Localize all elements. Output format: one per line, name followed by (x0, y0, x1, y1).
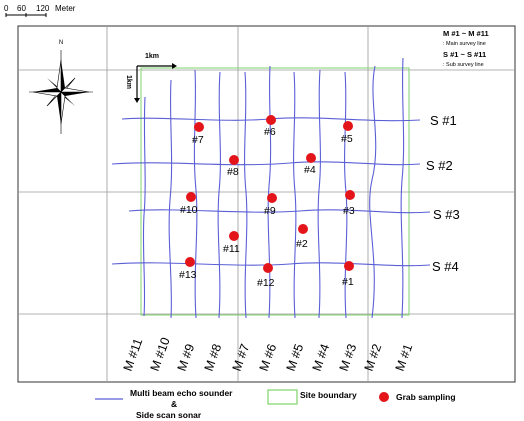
legend-line-label-3: Side scan sonar (136, 410, 202, 420)
inset-sub-title: S #1 ~ S #11 (443, 50, 486, 59)
km-vertical-label: 1km (125, 75, 132, 89)
grab-point-7 (194, 122, 204, 132)
grid-lines (18, 26, 515, 382)
grab-point-11 (229, 231, 239, 241)
inset-legend: M #1 ~ M #11 : Main survey line S #1 ~ S… (443, 29, 489, 68)
grab-point-10 (186, 192, 196, 202)
grab-label-3: #3 (343, 205, 355, 217)
bottom-legend: Multi beam echo sounder & Side scan sona… (95, 388, 456, 420)
main-line-m9 (193, 69, 198, 319)
grab-label-9: #9 (264, 205, 276, 217)
legend-line-label-1: Multi beam echo sounder (130, 388, 233, 398)
km-indicator: 1km 1km (125, 53, 177, 103)
grab-label-5: #5 (341, 133, 353, 145)
main-line-m8 (217, 71, 221, 319)
main-line-m10 (168, 79, 173, 319)
inset-sub-desc: : Sub survey line (443, 62, 484, 68)
grab-point-12 (263, 263, 273, 273)
grab-point-2 (298, 224, 308, 234)
scale-tick-0: 0 (4, 4, 9, 13)
main-survey-lines (142, 57, 405, 319)
sub-line-labels: S #1 S #2 S #3 S #4 (426, 113, 460, 274)
north-arrow-icon: N (29, 40, 93, 134)
main-line-m1 (400, 57, 405, 319)
main-line-m11 (142, 96, 146, 317)
main-line-m5 (293, 71, 297, 319)
grab-point-4 (306, 153, 316, 163)
grab-label-8: #8 (227, 166, 239, 178)
grab-points (185, 115, 355, 273)
grab-point-6 (266, 115, 276, 125)
north-label: N (59, 40, 63, 46)
main-line-m2 (369, 65, 377, 319)
main-line-m6 (267, 65, 272, 319)
grab-label-4: #4 (304, 164, 316, 176)
grab-labels: #7 #6 #5 #8 #4 #10 #9 #3 #11 #2 #13 #12 … (179, 126, 355, 289)
grab-label-2: #2 (296, 238, 308, 250)
sub-line-s4 (111, 262, 431, 267)
main-line-m7 (244, 71, 248, 319)
site-boundary-legend-swatch (267, 389, 298, 405)
scale-bar: 0 60 120 Meter (4, 4, 76, 17)
sub-label-s3: S #3 (433, 207, 460, 222)
grab-label-12: #12 (257, 277, 275, 289)
map-frame (17, 25, 516, 383)
grab-label-11: #11 (223, 243, 240, 255)
grab-label-7: #7 (192, 134, 204, 146)
km-horizontal-label: 1km (145, 53, 159, 60)
site-boundary (140, 67, 410, 316)
legend-site-label: Site boundary (300, 390, 357, 400)
grab-point-1 (344, 261, 354, 271)
inset-main-desc: : Main survey line (443, 41, 486, 47)
sub-label-s2: S #2 (426, 158, 453, 173)
scale-unit: Meter (55, 4, 76, 13)
scale-tick-120: 120 (36, 4, 50, 13)
grab-label-1: #1 (342, 276, 354, 288)
sub-label-s1: S #1 (430, 113, 457, 128)
grab-label-10: #10 (180, 204, 198, 216)
grab-point-5 (343, 121, 353, 131)
grab-legend-swatch (379, 392, 389, 402)
sub-line-s2 (111, 161, 421, 166)
scale-tick-60: 60 (17, 4, 26, 13)
legend-line-label-2: & (171, 399, 177, 409)
grab-point-9 (267, 193, 277, 203)
main-line-m4 (317, 69, 321, 319)
sub-line-s3 (128, 209, 431, 214)
grab-point-8 (229, 155, 239, 165)
grab-point-13 (185, 257, 195, 267)
legend-grab-label: Grab sampling (396, 392, 456, 402)
sub-label-s4: S #4 (432, 259, 459, 274)
grab-label-6: #6 (264, 126, 276, 138)
inset-main-title: M #1 ~ M #11 (443, 29, 489, 38)
grab-point-3 (345, 190, 355, 200)
grab-label-13: #13 (179, 269, 197, 281)
